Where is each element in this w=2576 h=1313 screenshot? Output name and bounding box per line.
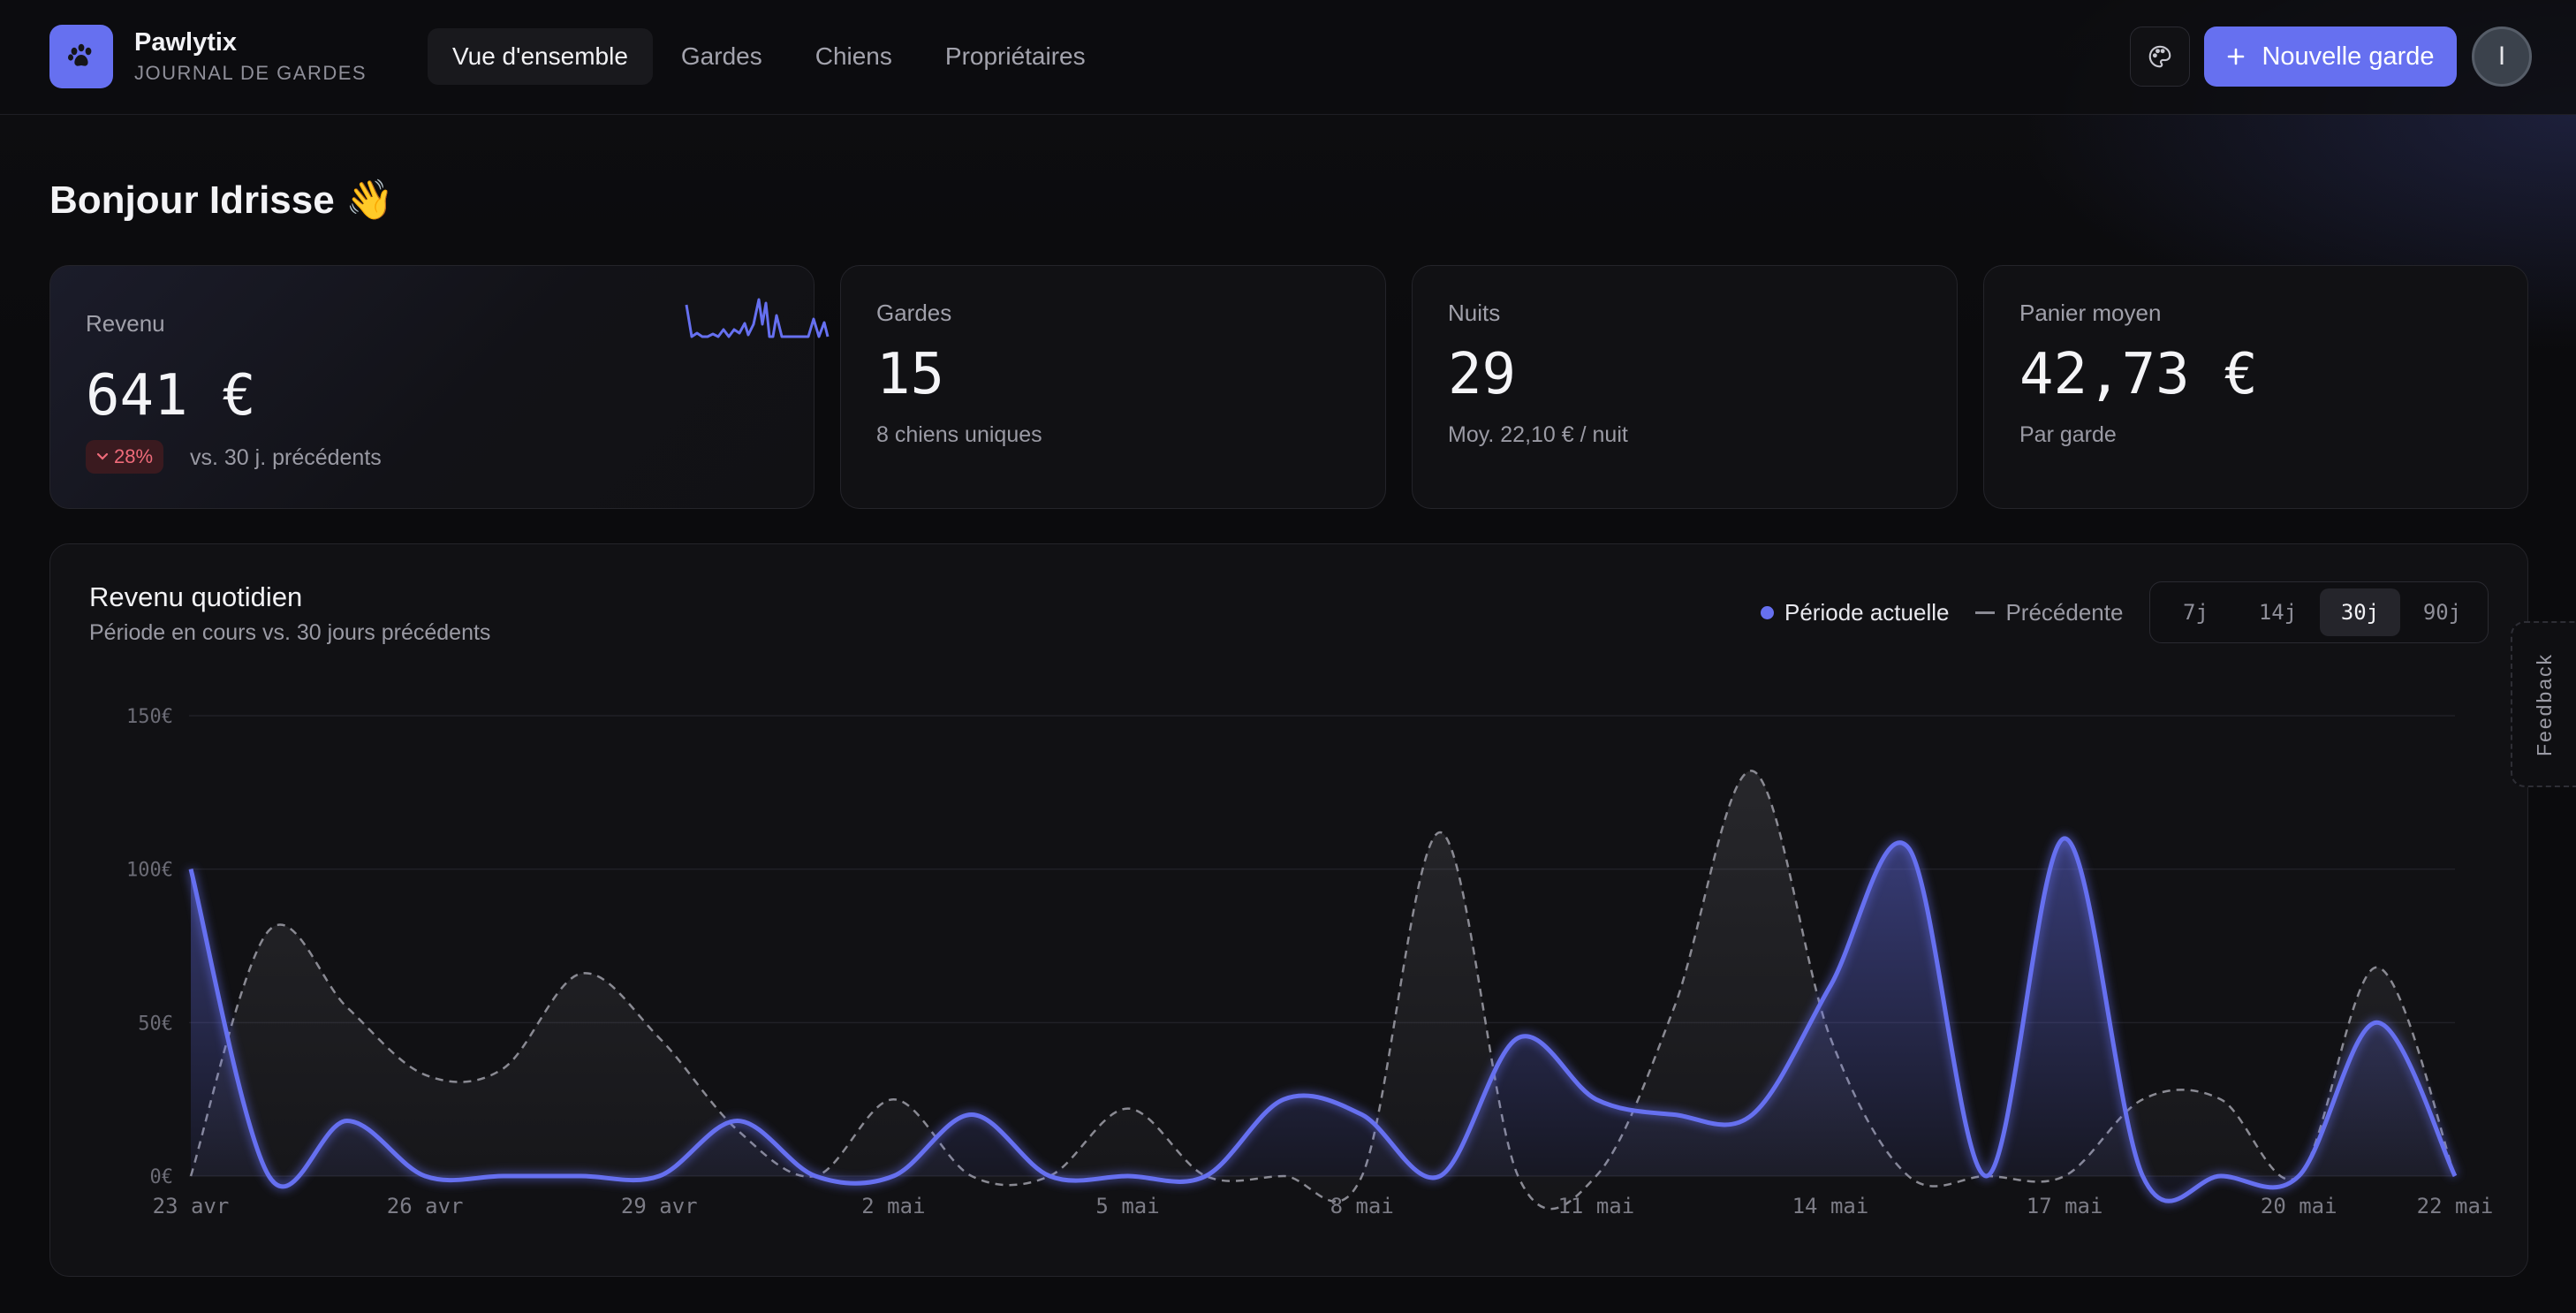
kpi-label: Nuits [1448,300,1501,326]
delta-value: 28% [114,445,154,467]
chart-subtitle: Période en cours vs. 30 jours précédents [89,620,491,645]
range-7j[interactable]: 7j [2183,600,2209,625]
revenue-sparkline [685,298,830,338]
revenue-chart: 0€ 50€ 100€ 150€ 23 avr 26 avr 29 avr 2 mai 5 ma… [126,706,2494,1218]
kpi-card-revenue: Revenu 641 € 28% vs. 30 j. précédents [49,265,830,509]
feedback-label: Feedback [2532,652,2556,756]
kpi-value: 42,73 € [2019,342,2258,407]
greeting: Bonjour Idrisse 👋 [49,178,394,222]
x-tick-label: 23 avr [153,1194,230,1218]
main-nav: Vue d'ensemble Gardes Chiens Propriétair… [428,28,1110,85]
chart-title: Revenu quotidien [89,581,303,612]
palette-icon [2148,45,2171,68]
legend-previous-label: Précédente [2005,599,2124,626]
legend-previous-swatch [1975,611,1996,614]
x-tick-label: 5 mai [1095,1194,1159,1218]
revenue-chart-card: 0€ 50€ 100€ 150€ 23 avr 26 avr 29 avr 2 mai 5 ma… [49,543,2528,1277]
delta-badge: 28% [86,440,164,474]
x-tick-label: 2 mai [861,1194,925,1218]
legend-previous[interactable]: Précédente [1975,599,2123,626]
nav-overview[interactable]: Vue d'ensemble [428,28,653,85]
delta-text: vs. 30 j. précédents [190,445,382,470]
nav-chiens[interactable]: Chiens [814,42,892,70]
kpi-card-nuits: Nuits 29 Moy. 22,10 € / nuit [1412,265,1958,509]
y-tick-label: 0€ [150,1166,174,1188]
previous-area [191,770,2455,1210]
x-tick-label: 26 avr [387,1194,464,1218]
nav-gardes[interactable]: Gardes [680,42,762,70]
new-garde-button[interactable]: Nouvelle garde [2204,27,2457,87]
app-subtitle: JOURNAL DE GARDES [134,62,367,84]
x-tick-label: 8 mai [1330,1194,1394,1218]
kpi-sub: Par garde [2019,422,2117,447]
chart-legend: Période actuelle Précédente [1761,599,2123,626]
paw-icon [68,43,92,66]
plus-icon [2228,48,2245,65]
kpi-label: Panier moyen [2019,300,2162,326]
legend-current-label: Période actuelle [1784,599,1950,626]
legend-current[interactable]: Période actuelle [1761,599,1949,626]
kpi-value: 29 [1448,342,1517,407]
current-line [188,836,2458,1203]
x-tick-label: 29 avr [621,1194,698,1218]
app-name: Pawlytix [134,28,238,57]
nav-proprietaires[interactable]: Propriétaires [944,42,1086,70]
x-tick-label: 22 mai [2417,1194,2494,1218]
range-30j[interactable]: 30j [2320,588,2400,636]
theme-button[interactable] [2130,27,2190,87]
y-tick-label: 100€ [126,860,173,882]
x-tick-label: 14 mai [1792,1194,1869,1218]
y-tick-label: 50€ [138,1013,173,1035]
new-garde-label: Nouvelle garde [2262,42,2435,71]
feedback-tab[interactable]: Feedback [2511,621,2576,787]
range-90j[interactable]: 90j [2422,600,2462,625]
user-avatar[interactable]: I [2472,27,2532,87]
range-selector: 7j 14j 30j 90j [2149,581,2489,643]
legend-current-swatch [1761,606,1774,619]
kpi-sub: 8 chiens uniques [876,422,1042,447]
x-tick-label: 11 mai [1557,1194,1634,1218]
kpi-value: 15 [876,342,945,407]
kpi-label: Revenu [86,310,165,337]
kpi-card-panier: Panier moyen 42,73 € Par garde [1983,265,2528,509]
kpi-sub: Moy. 22,10 € / nuit [1448,422,1628,447]
range-14j[interactable]: 14j [2258,600,2298,625]
kpi-label: Gardes [876,300,952,326]
chevron-down-icon [96,452,109,460]
x-tick-label: 20 mai [2261,1194,2337,1218]
kpi-card-gardes: Gardes 15 8 chiens uniques [840,265,1386,509]
kpi-value: 641 € [86,363,256,429]
x-tick-label: 17 mai [2027,1194,2103,1218]
current-area [191,838,2455,1202]
y-tick-label: 150€ [126,706,173,728]
app-logo[interactable] [49,25,113,88]
top-bar: Pawlytix JOURNAL DE GARDES Vue d'ensembl… [0,0,2576,115]
